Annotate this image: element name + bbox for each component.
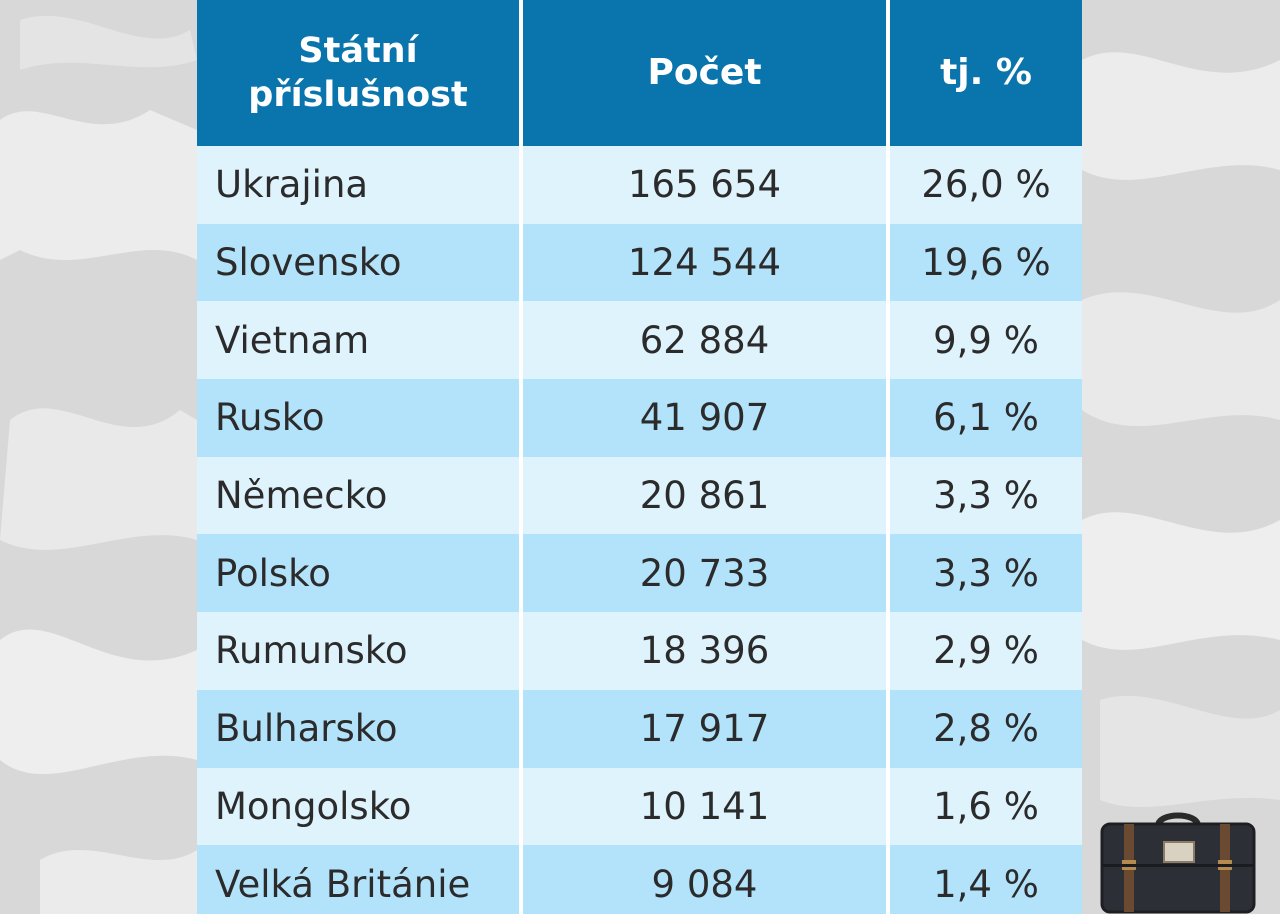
cell-count: 62 884 xyxy=(521,301,890,380)
table-row: Bulharsko 17 917 2,8 % xyxy=(197,689,1082,768)
cell-country: Velká Británie xyxy=(197,845,523,914)
cell-percent: 2,9 % xyxy=(888,612,1082,690)
cell-country: Německo xyxy=(197,456,523,535)
cell-count: 165 654 xyxy=(521,146,890,224)
cell-country: Ukrajina xyxy=(197,146,523,224)
cell-country: Polsko xyxy=(197,534,523,613)
cell-percent: 3,3 % xyxy=(888,456,1082,535)
cell-count: 20 861 xyxy=(521,456,890,535)
nationality-table: Státní příslušnost Počet tj. % Ukrajina … xyxy=(197,0,1082,914)
cell-count: 10 141 xyxy=(521,767,890,846)
cell-percent: 26,0 % xyxy=(888,146,1082,224)
cell-country: Rusko xyxy=(197,379,523,457)
table-row: Velká Británie 9 084 1,4 % xyxy=(197,845,1082,914)
cell-country: Mongolsko xyxy=(197,767,523,846)
cell-count: 9 084 xyxy=(521,845,890,914)
cell-country: Bulharsko xyxy=(197,689,523,768)
cell-count: 20 733 xyxy=(521,534,890,613)
header-row: Státní příslušnost Počet tj. % xyxy=(197,0,1082,146)
cell-count: 41 907 xyxy=(521,379,890,457)
table-row: Slovensko 124 544 19,6 % xyxy=(197,223,1082,302)
table-row: Mongolsko 10 141 1,6 % xyxy=(197,767,1082,846)
header-percent: tj. % xyxy=(888,0,1082,146)
table-row: Ukrajina 165 654 26,0 % xyxy=(197,146,1082,224)
cell-country: Vietnam xyxy=(197,301,523,380)
cell-percent: 2,8 % xyxy=(888,689,1082,768)
cell-percent: 19,6 % xyxy=(888,223,1082,302)
header-nationality: Státní příslušnost xyxy=(197,0,523,146)
suitcase-icon xyxy=(1100,812,1256,914)
cell-count: 124 544 xyxy=(521,223,890,302)
cell-country: Slovensko xyxy=(197,223,523,302)
table-body: Ukrajina 165 654 26,0 % Slovensko 124 54… xyxy=(197,146,1082,914)
cell-percent: 1,6 % xyxy=(888,767,1082,846)
cell-percent: 1,4 % xyxy=(888,845,1082,914)
table-row: Polsko 20 733 3,3 % xyxy=(197,534,1082,613)
table-row: Vietnam 62 884 9,9 % xyxy=(197,301,1082,380)
nationality-table-container: Státní příslušnost Počet tj. % Ukrajina … xyxy=(197,0,1082,914)
cell-count: 17 917 xyxy=(521,689,890,768)
table-row: Německo 20 861 3,3 % xyxy=(197,456,1082,535)
table-row: Rumunsko 18 396 2,9 % xyxy=(197,612,1082,690)
cell-percent: 3,3 % xyxy=(888,534,1082,613)
header-count: Počet xyxy=(521,0,890,146)
cell-count: 18 396 xyxy=(521,612,890,690)
cell-percent: 9,9 % xyxy=(888,301,1082,380)
cell-percent: 6,1 % xyxy=(888,379,1082,457)
cell-country: Rumunsko xyxy=(197,612,523,690)
table-header: Státní příslušnost Počet tj. % xyxy=(197,0,1082,146)
table-row: Rusko 41 907 6,1 % xyxy=(197,379,1082,457)
